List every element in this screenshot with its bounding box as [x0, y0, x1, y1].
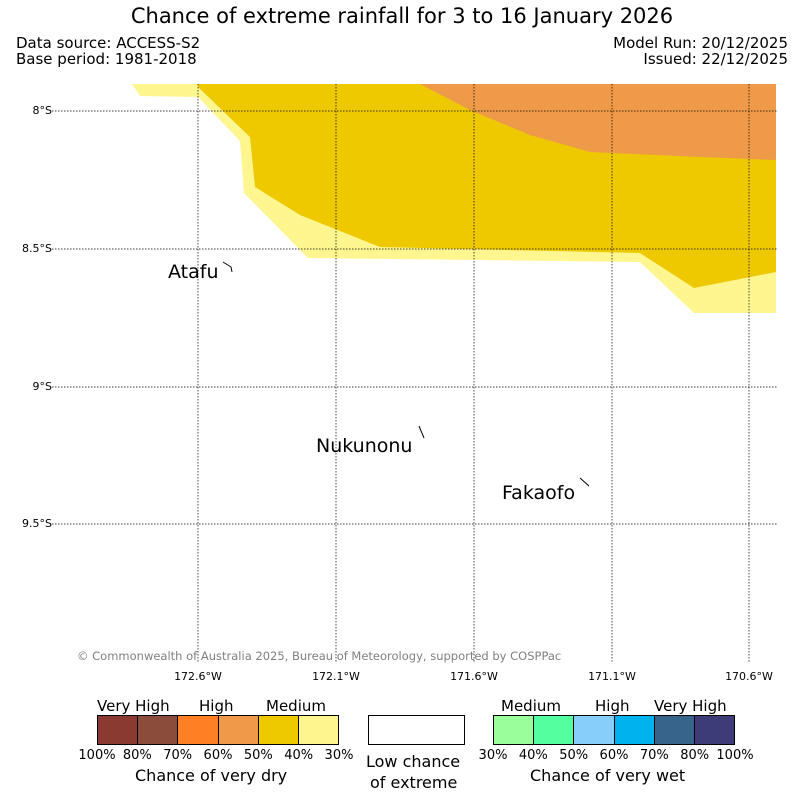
- dry-header-high: High: [199, 697, 234, 715]
- place-nukunonu: Nukunonu: [316, 435, 413, 457]
- lon-label-170-6w: 170.6°W: [725, 670, 773, 683]
- dry-swatch: [298, 716, 339, 744]
- wet-header-medium: Medium: [501, 697, 561, 715]
- lon-label-171-6w: 171.6°W: [450, 670, 498, 683]
- wet-swatch: [494, 716, 535, 744]
- dry-tick-label: 40%: [284, 748, 314, 763]
- region-dry-50-60: [420, 84, 776, 160]
- low-caption-line1: Low chance: [366, 752, 461, 771]
- map-title: Chance of extreme rainfall for 3 to 16 J…: [130, 4, 674, 28]
- lat-label-9-5s: 9.5°S: [22, 517, 52, 530]
- wet-header-very-high: Very High: [654, 697, 727, 715]
- lat-label-8-5s: 8.5°S: [22, 242, 52, 255]
- dry-tick-label: 100%: [78, 748, 116, 763]
- atafu-atoll-mark: [222, 261, 233, 273]
- copyright-notice: © Commonwealth of Australia 2025, Bureau…: [77, 649, 562, 663]
- dry-colorbar: [97, 715, 339, 745]
- place-atafu: Atafu: [168, 261, 219, 283]
- wet-colorbar: [493, 715, 735, 745]
- dry-swatch: [138, 716, 179, 744]
- nukunonu-atoll-mark: [418, 425, 425, 439]
- dry-header-medium: Medium: [266, 697, 326, 715]
- wet-caption: Chance of very wet: [530, 766, 686, 785]
- wet-tick-label: 40%: [518, 748, 548, 763]
- dry-swatch: [178, 716, 219, 744]
- lat-label-8s: 8°S: [32, 104, 52, 117]
- wet-tick-label: 70%: [639, 748, 669, 763]
- wet-swatch: [694, 716, 735, 744]
- wet-swatch: [614, 716, 655, 744]
- graticule: [52, 84, 777, 662]
- place-fakaofo: Fakaofo: [502, 482, 576, 504]
- wet-tick-label: 30%: [478, 748, 508, 763]
- dry-header-very-high: Very High: [97, 697, 170, 715]
- dry-tick-label: 50%: [243, 748, 273, 763]
- wet-header-high: High: [595, 697, 630, 715]
- issued-date: Issued: 22/12/2025: [643, 50, 788, 68]
- wet-tick-label: 50%: [559, 748, 589, 763]
- model-run: Model Run: 20/12/2025: [613, 34, 788, 52]
- dry-swatch: [98, 716, 139, 744]
- lat-label-9s: 9°S: [32, 380, 52, 393]
- wet-swatch: [574, 716, 615, 744]
- dry-caption: Chance of very dry: [135, 766, 288, 785]
- wet-tick-label: 80%: [680, 748, 710, 763]
- dry-tick-label: 60%: [203, 748, 233, 763]
- wet-tick-label: 60%: [599, 748, 629, 763]
- wet-tick-label: 100%: [716, 748, 754, 763]
- data-source: Data source: ACCESS-S2: [16, 34, 201, 52]
- low-chance-swatch: [368, 715, 465, 745]
- lon-label-171-1w: 171.1°W: [588, 670, 636, 683]
- wet-swatch: [534, 716, 575, 744]
- dry-tick-label: 80%: [122, 748, 152, 763]
- dry-swatch: [218, 716, 259, 744]
- dry-tick-label: 70%: [163, 748, 193, 763]
- dry-tick-label: 30%: [324, 748, 354, 763]
- fakaofo-atoll-mark: [579, 477, 590, 487]
- wet-swatch: [654, 716, 695, 744]
- lon-label-172-1w: 172.1°W: [312, 670, 360, 683]
- low-caption-line2: of extreme: [370, 773, 458, 792]
- dry-swatch: [258, 716, 299, 744]
- lon-label-172-6w: 172.6°W: [174, 670, 222, 683]
- base-period: Base period: 1981-2018: [16, 50, 197, 68]
